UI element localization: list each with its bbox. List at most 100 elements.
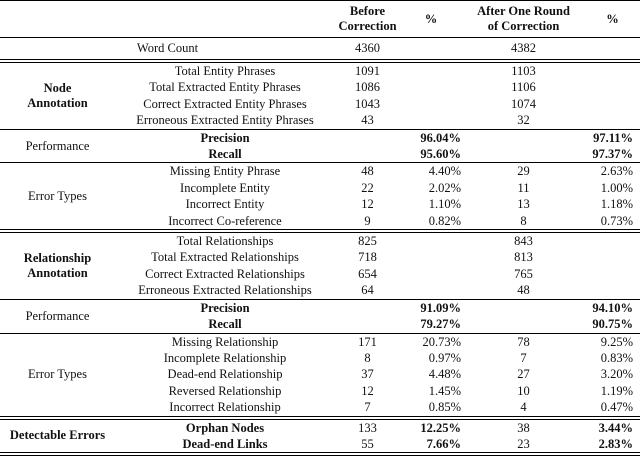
table-row: Relationship Annotation Total Relationsh… (0, 231, 640, 280)
table-row: Total Extracted Relationships 718 813 (0, 249, 640, 265)
cell-count-after: 765 (514, 266, 533, 281)
cell-pct-after: 94.10% (592, 300, 633, 315)
table-row: Correct Extracted Entity Phrases 1043 10… (0, 96, 640, 112)
cell-pct-after (585, 79, 640, 95)
section-performance-entity: Performance Precision 96.04% 97.11% Reca… (0, 129, 640, 163)
cell-label: Orphan Nodes (185, 420, 265, 435)
cell-label: Correct Extracted Entity Phrases (143, 96, 307, 111)
cell-count-after (462, 129, 585, 146)
cell-pct-after: 0.73% (600, 213, 633, 228)
cell-pct-after: 2.63% (600, 164, 633, 179)
cell-count-after (462, 316, 585, 333)
cell-label: Dead-end Links (182, 436, 268, 451)
cell-pct-after (585, 38, 640, 62)
table-row: Node Annotation Total Entity Phrases 109… (0, 61, 640, 110)
cell-pct-after: 1.19% (600, 383, 633, 398)
cell-count-after: 11 (517, 180, 530, 195)
cell-count-after: 78 (517, 334, 530, 349)
cell-pct-before (400, 96, 462, 112)
cell-count-after: 38 (517, 420, 530, 435)
cell-label: Incomplete Relationship (163, 350, 287, 365)
table-row: Error Types Missing Relationship 171 20.… (0, 333, 640, 382)
table-row: Incorrect Relationship 7 0.85% 4 0.47% (0, 399, 640, 417)
cell-count-after (462, 146, 585, 163)
table-row: Detectable Errors Orphan Nodes 133 12.25… (0, 418, 640, 443)
table-row: Reversed Relationship 12 1.45% 10 1.19% (0, 383, 640, 399)
cell-count-after: 1074 (511, 96, 536, 111)
column-header-line: Before (349, 3, 386, 18)
cell-count-after: 7 (520, 350, 527, 365)
cell-pct-before (400, 266, 462, 282)
group-label-line: Node (43, 80, 72, 95)
cell-count-before: 7 (364, 400, 371, 415)
cell-count-before: 37 (361, 367, 374, 382)
section-detectable-errors: Detectable Errors Orphan Nodes 133 12.25… (0, 417, 640, 455)
cell-pct-after (585, 96, 640, 112)
section-performance-relationship: Performance Precision 91.09% 94.10% Reca… (0, 299, 640, 333)
group-label-error-types: Error Types (0, 333, 115, 418)
cell-count-after: 843 (514, 234, 533, 249)
cell-label: Recall (208, 317, 242, 332)
cell-count-after: 13 (517, 197, 530, 212)
group-label-performance: Performance (0, 129, 115, 163)
cell-count-before: 1043 (355, 96, 380, 111)
cell-count-before: 12 (361, 383, 374, 398)
table-header: Before Correction % After One Round of C… (0, 1, 640, 38)
cell-pct-before (400, 38, 462, 62)
cell-pct-before: 20.73% (422, 334, 461, 349)
section-error-types-relationship: Error Types Missing Relationship 171 20.… (0, 333, 640, 418)
cell-pct-before (400, 112, 462, 129)
group-label-line: Relationship (23, 250, 92, 265)
cell-count-before: 654 (358, 266, 377, 281)
cell-count-before: 55 (361, 436, 374, 451)
group-label-performance: Performance (0, 299, 115, 333)
cell-pct-before: 95.60% (420, 147, 461, 162)
section-relationship-annotation: Relationship Annotation Total Relationsh… (0, 231, 640, 299)
cell-pct-before: 1.45% (428, 383, 461, 398)
cell-pct-after (585, 249, 640, 265)
cell-count-before: 43 (361, 113, 374, 128)
cell-label: Erroneous Extracted Relationships (138, 283, 312, 298)
cell-pct-before: 12.25% (420, 420, 461, 435)
cell-count-after: 4 (520, 400, 527, 415)
cell-count-after: 29 (517, 164, 530, 179)
table-row: Incomplete Relationship 8 0.97% 7 0.83% (0, 350, 640, 366)
cell-pct-before (400, 231, 462, 249)
cell-pct-before: 0.82% (428, 213, 461, 228)
cell-count-before: 22 (361, 180, 374, 195)
cell-label: Missing Entity Phrase (169, 164, 281, 179)
cell-count-after: 8 (520, 213, 527, 228)
cell-count-after: 32 (517, 113, 530, 128)
table-row: Word Count 4360 4382 (0, 38, 640, 62)
cell-count-before: 4360 (355, 41, 380, 56)
column-header-line: After One Round (477, 3, 570, 18)
cell-pct-before: 1.10% (428, 197, 461, 212)
section-node-annotation: Node Annotation Total Entity Phrases 109… (0, 61, 640, 129)
cell-label: Dead-end Relationship (167, 367, 283, 382)
column-header-after-correction: After One Round of Correction (462, 1, 585, 38)
cell-count-before: 171 (358, 334, 377, 349)
cell-pct-after: 1.00% (600, 180, 633, 195)
table-row: Dead-end Links 55 7.66% 23 2.83% (0, 436, 640, 454)
cell-count-before: 1086 (355, 80, 380, 95)
cell-pct-after: 2.83% (598, 436, 633, 451)
cell-count-after: 48 (517, 283, 530, 298)
cell-count-before (335, 129, 400, 146)
table-row: Erroneous Extracted Entity Phrases 43 32 (0, 112, 640, 129)
section-word-count: Word Count 4360 4382 (0, 38, 640, 62)
cell-label: Incorrect Entity (185, 197, 265, 212)
cell-count-before: 718 (358, 250, 377, 265)
cell-pct-after (585, 231, 640, 249)
cell-label: Total Extracted Relationships (151, 250, 299, 265)
cell-pct-before: 4.40% (428, 164, 461, 179)
cell-count-after (462, 299, 585, 316)
header-spacer (0, 1, 335, 38)
column-header-percent-before: % (424, 11, 438, 26)
cell-pct-before: 0.85% (428, 400, 461, 415)
section-error-types-entity: Error Types Missing Entity Phrase 48 4.4… (0, 162, 640, 231)
header-row: Before Correction % After One Round of C… (0, 1, 640, 38)
cell-pct-before (400, 61, 462, 79)
cell-label: Reversed Relationship (168, 383, 282, 398)
table-row: Erroneous Extracted Relationships 64 48 (0, 282, 640, 299)
